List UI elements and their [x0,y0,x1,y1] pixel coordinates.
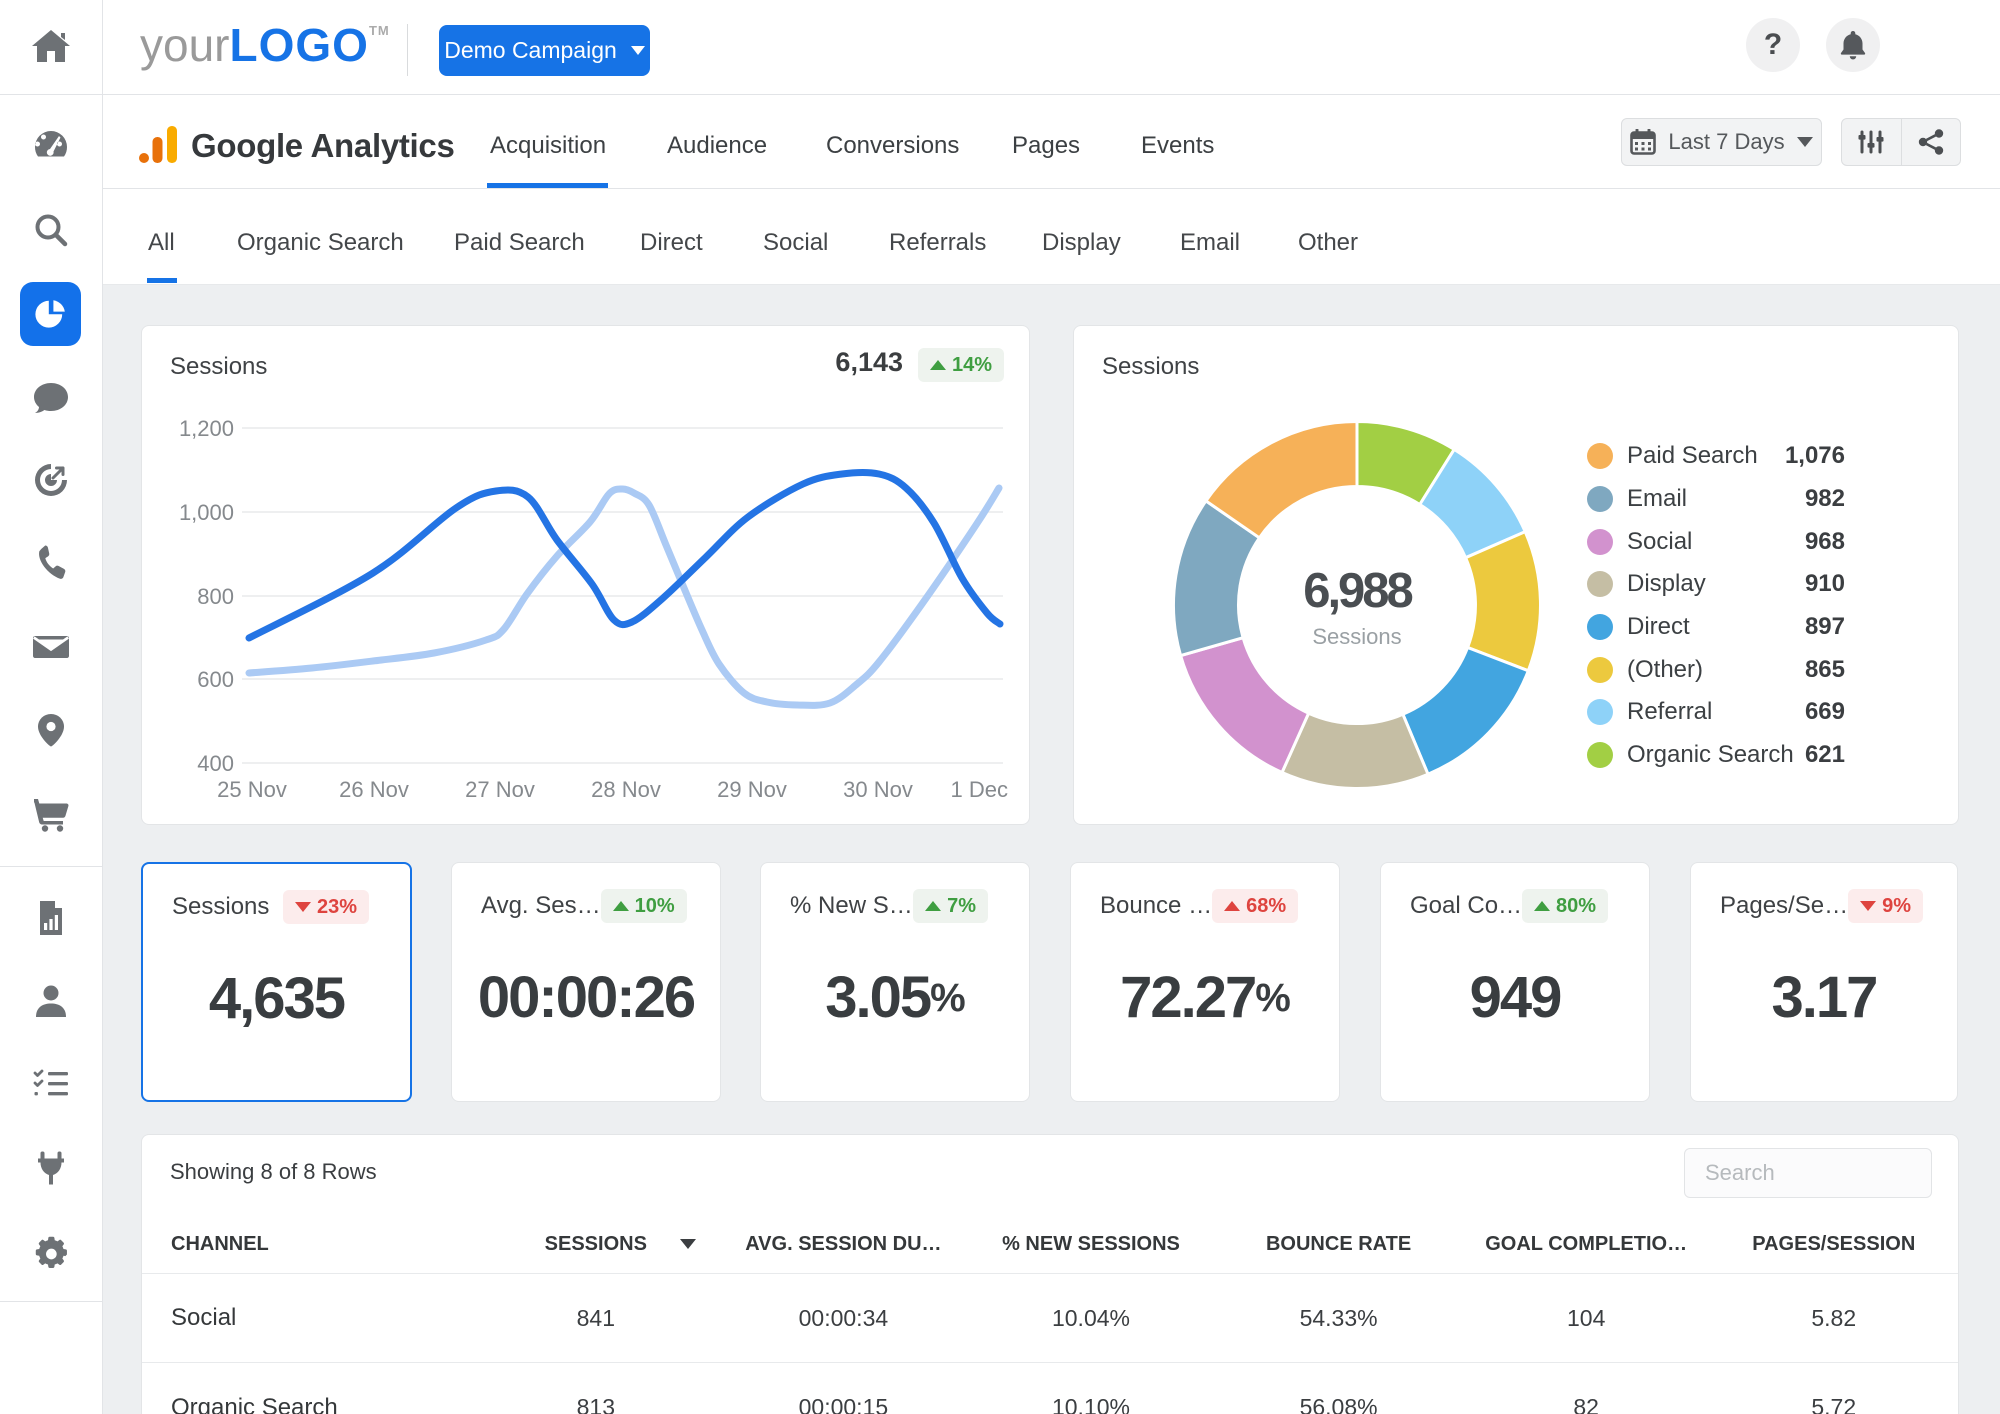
svg-text:400: 400 [197,751,234,776]
svg-text:27 Nov: 27 Nov [465,777,535,802]
svg-text:26 Nov: 26 Nov [339,777,409,802]
svg-text:800: 800 [197,584,234,609]
svg-text:600: 600 [197,667,234,692]
svg-text:29 Nov: 29 Nov [717,777,787,802]
svg-text:1,000: 1,000 [179,500,234,525]
svg-text:28 Nov: 28 Nov [591,777,661,802]
svg-text:1 Dec: 1 Dec [951,777,1008,802]
svg-text:25 Nov: 25 Nov [217,777,287,802]
svg-text:1,200: 1,200 [179,416,234,441]
svg-text:30 Nov: 30 Nov [843,777,913,802]
